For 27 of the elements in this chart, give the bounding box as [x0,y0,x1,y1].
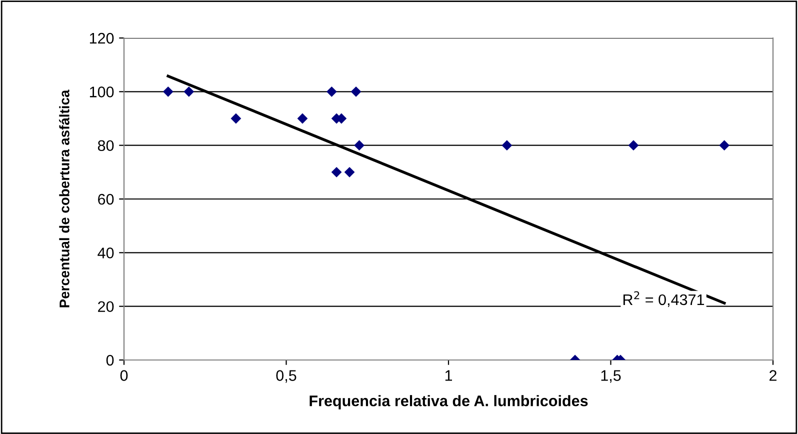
y-tick-label: 80 [98,140,114,152]
point [350,86,362,97]
x-tick-label: 1,5 [601,370,621,383]
point [502,140,512,151]
point [331,166,342,178]
point [297,113,308,124]
point [162,86,174,97]
y-tick-label: 60 [98,194,114,205]
point [230,113,242,124]
x-axis-title: Frequencia relativa de A. lumbricoides [310,395,588,410]
y-tick-label: 40 [98,248,114,258]
y-tick-label: 20 [98,301,114,312]
annotation: R$^{2}$ = 0,4371 [623,291,704,307]
point [344,166,355,178]
y-tick-label: 120 [90,32,114,44]
point [354,140,364,151]
point [628,140,639,151]
point [719,140,730,151]
y-tick-label: 0 [106,354,114,366]
x-tick-label: 1 [445,370,452,381]
x-tick-label: 0 [120,370,128,381]
point [326,86,337,97]
point [184,86,194,97]
y-axis-title: Percentual de cobertura asfáltica [59,90,70,308]
y-tick-label: 100 [90,86,114,98]
x-tick-label: 2 [770,370,776,381]
x-tick-label: 0,5 [276,370,296,383]
